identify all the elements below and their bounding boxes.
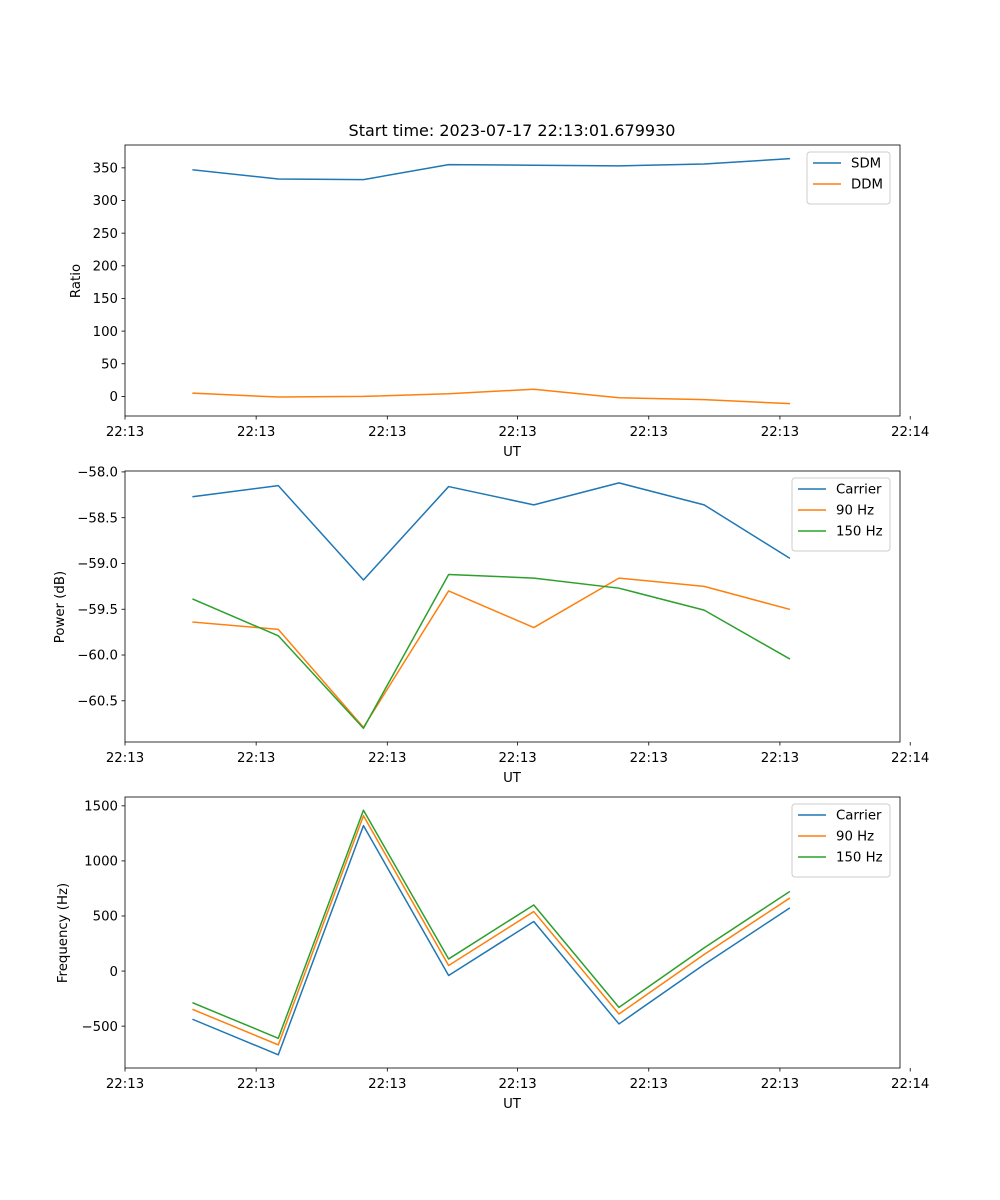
power-series-carrier-line [192,482,791,581]
ratio-xtick-label: 22:13 [237,425,275,440]
ratio-legend: SDM DDM [806,151,891,205]
ratio-ytick-label: 150 [93,292,118,307]
frequency-xlabel: UT [503,1097,522,1112]
power-xlabel: UT [503,771,522,786]
power-xtick-label: 22:13 [106,751,144,766]
power-legend: Carrier 90 Hz 150 Hz [791,477,891,552]
power-ylabel: Power (dB) [53,571,68,643]
frequency-xtick-label: 22:13 [630,1077,668,1092]
frequency-xtick-label: 22:13 [498,1077,536,1092]
frequency-ytick-label: 1000 [84,855,118,870]
frequency-ytick-label: 0 [110,965,118,980]
power-ytick-label: −58.5 [77,511,118,526]
ratio-ytick-label: 50 [101,357,118,372]
frequency-xtick-label: 22:13 [106,1077,144,1092]
power-ytick-label: −58.0 [77,466,118,481]
frequency-xtick-label: 22:13 [237,1077,275,1092]
ratio-series-sdm-line [192,157,791,181]
power-series-90-hz-line [192,577,791,729]
frequency-series-150-hz-line [192,809,791,1040]
power-xtick-label: 22:14 [891,751,929,766]
ratio-xtick-label: 22:13 [498,425,536,440]
power-axes-frame [124,470,901,743]
frequency-axes-frame [124,796,901,1069]
power-xtick-label: 22:13 [630,751,668,766]
ratio-legend-box [806,151,891,205]
frequency-ytick-label: 1500 [84,800,118,815]
power-xtick-label: 22:13 [761,751,799,766]
ratio-legend-label: SDM [851,157,881,172]
ratio-ylabel: Ratio [69,264,84,298]
ratio-xtick-label: 22:13 [761,425,799,440]
power-series-150-hz-line [192,573,791,730]
ratio-xtick-label: 22:14 [891,425,929,440]
power-legend-label: 150 Hz [836,525,883,540]
power-xtick-label: 22:13 [368,751,406,766]
ratio-ytick-label: 350 [93,162,118,177]
power-legend-label: 90 Hz [836,504,874,519]
frequency-xtick-label: 22:13 [368,1077,406,1092]
ratio-ytick-label: 0 [110,390,118,405]
power-ytick-label: −60.0 [77,649,118,664]
ratio-ytick-label: 300 [93,194,118,209]
ratio-series-ddm-line [192,388,791,405]
ratio-ytick-label: 250 [93,227,118,242]
frequency-xtick-label: 22:14 [891,1077,929,1092]
frequency-legend-label: Carrier [836,809,882,824]
frequency-legend-label: 150 Hz [836,851,883,866]
figure-title: Start time: 2023-07-17 22:13:01.679930 [349,121,676,140]
frequency-legend-box [791,803,891,878]
ratio-ytick-label: 100 [93,325,118,340]
ratio-ytick-label: 200 [93,260,118,275]
frequency-panel: UT Frequency (Hz) 22:13 22:13 22:13 22:13 22… [56,796,929,1112]
ratio-legend-label: DDM [851,178,883,193]
frequency-legend: Carrier 90 Hz 150 Hz [791,803,891,878]
ratio-xtick-label: 22:13 [630,425,668,440]
power-panel: UT Power (dB) 22:13 22:13 22:13 22:13 22:13 2… [53,466,929,786]
power-legend-box [791,477,891,552]
power-legend-label: Carrier [836,483,882,498]
ratio-xlabel: UT [503,445,522,460]
frequency-ylabel: Frequency (Hz) [56,883,71,983]
frequency-ytick-label: −500 [81,1020,118,1035]
frequency-series-carrier-line [192,824,791,1056]
power-xtick-label: 22:13 [498,751,536,766]
ratio-panel: UT Ratio 22:13 22:13 22:13 22:13 22:13 22:13 2… [69,144,929,460]
power-xtick-label: 22:13 [237,751,275,766]
power-ytick-label: −59.0 [77,557,118,572]
frequency-legend-label: 90 Hz [836,830,874,845]
frequency-xtick-label: 22:13 [761,1077,799,1092]
ratio-xtick-label: 22:13 [368,425,406,440]
power-ytick-label: −60.5 [77,695,118,710]
ratio-xtick-label: 22:13 [106,425,144,440]
frequency-series-90-hz-line [192,814,791,1046]
frequency-ytick-label: 500 [93,910,118,925]
ratio-axes-frame [124,144,901,417]
power-ytick-label: −59.5 [77,603,118,618]
